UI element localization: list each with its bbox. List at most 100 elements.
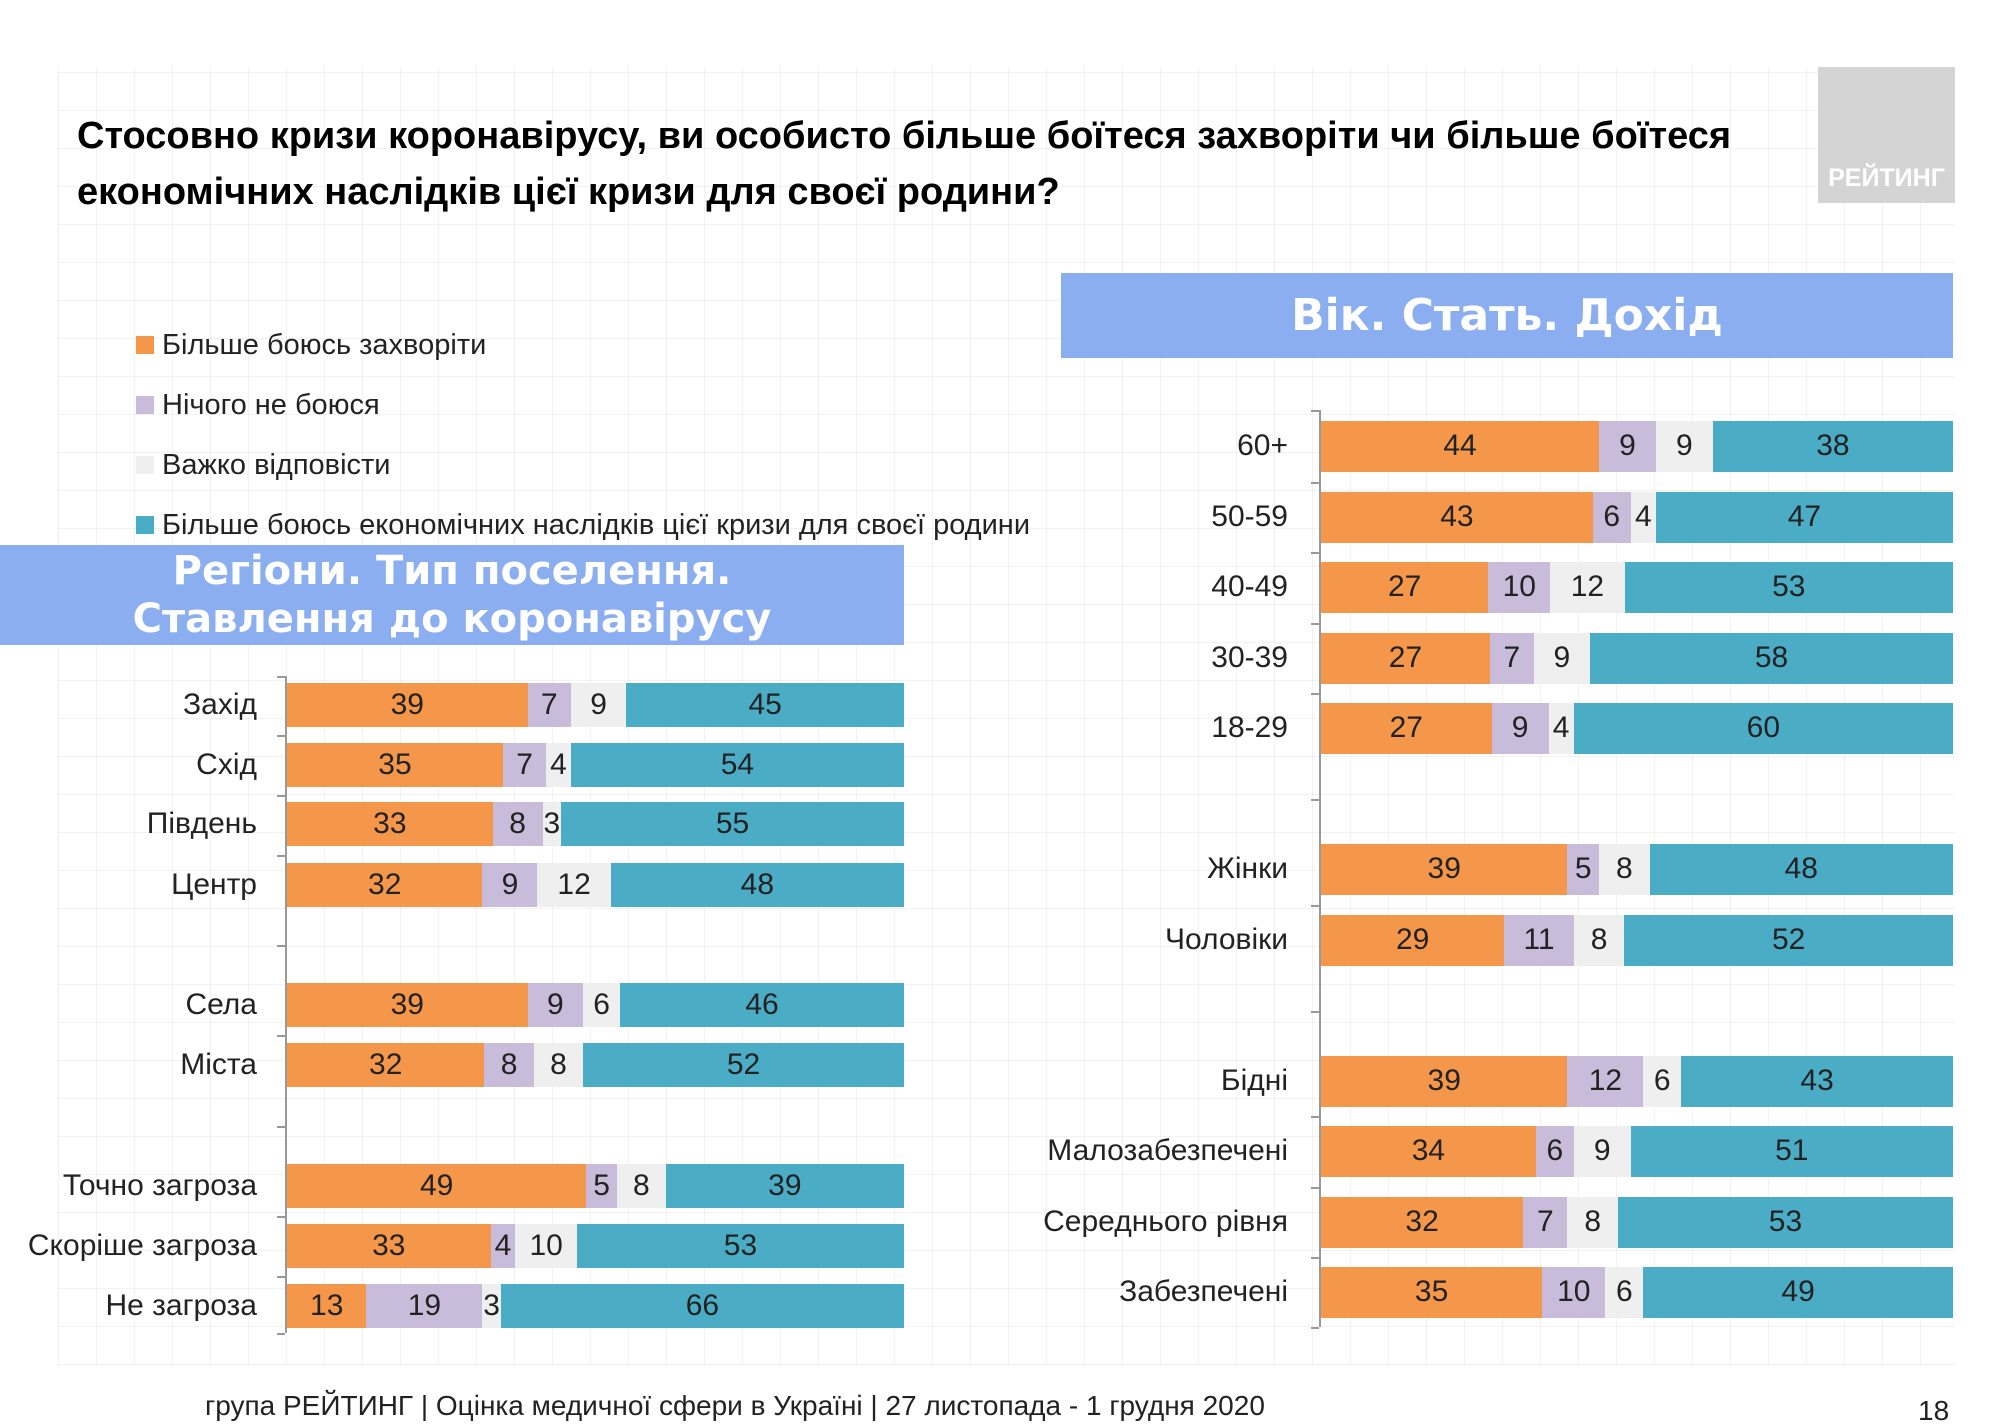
page-title: Стосовно кризи коронавірусу, ви особисто… — [77, 115, 1732, 213]
axis-tick — [1311, 1186, 1319, 1189]
axis-tick — [1311, 622, 1319, 625]
legend-swatch — [136, 516, 154, 534]
bar-segment: 32 — [1321, 1196, 1524, 1248]
bar-segment: 8 — [1567, 1196, 1619, 1248]
data-label: 3 — [543, 807, 561, 840]
stacked-bar: 34 6 9 51 — [1321, 1125, 1953, 1177]
bar-segment: 3 — [542, 802, 562, 846]
data-label: 6 — [593, 988, 610, 1021]
data-label: 8 — [1615, 852, 1633, 885]
bar-segment: 39 — [287, 683, 528, 727]
bar-segment: 9 — [482, 863, 538, 907]
bar-segment: 6 — [1592, 491, 1631, 543]
bar-segment: 38 — [1712, 420, 1953, 472]
category-label: Міста — [180, 1048, 257, 1081]
axis-tick — [1311, 693, 1319, 695]
data-label: 34 — [1411, 1134, 1446, 1167]
category-label: Скоріше загроза — [27, 1229, 257, 1262]
legend-swatch — [136, 456, 154, 474]
bar-segment: 32 — [287, 1043, 485, 1087]
stacked-bar: 13 19 3 66 — [287, 1284, 904, 1328]
data-label: 53 — [1772, 570, 1806, 603]
stacked-bar: 27 7 9 58 — [1321, 632, 1953, 684]
data-label: 52 — [726, 1048, 761, 1081]
data-label: 12 — [1570, 570, 1605, 603]
bar-segment: 52 — [1624, 914, 1953, 966]
bar-segment: 44 — [1321, 420, 1600, 472]
axis-tick — [1311, 1257, 1319, 1259]
axis-tick — [1311, 481, 1319, 484]
axis-tick — [277, 1216, 285, 1218]
bar-segment: 9 — [570, 683, 627, 727]
bar-segment: 54 — [570, 743, 904, 787]
data-label: 9 — [590, 688, 607, 721]
data-label: 39 — [768, 1169, 802, 1202]
bar-segment: 8 — [616, 1164, 666, 1208]
data-label: 7 — [1503, 641, 1521, 674]
category-label: Точно загроза — [62, 1169, 257, 1202]
bar-segment: 7 — [502, 743, 547, 787]
bar-segment: 12 — [1550, 561, 1625, 613]
bar-segment: 9 — [1573, 1125, 1631, 1177]
bar-segment: 6 — [583, 983, 621, 1027]
legend-label: Нічого не боюся — [162, 388, 380, 421]
data-label: 49 — [419, 1169, 454, 1202]
data-label: 6 — [1603, 500, 1621, 533]
stacked-bar: 27 9 4 60 — [1321, 702, 1953, 754]
data-label: 7 — [516, 748, 533, 781]
bar-segment: 27 — [1321, 702, 1492, 754]
data-label: 19 — [407, 1289, 442, 1322]
bar-segment: 12 — [537, 863, 611, 907]
data-label: 5 — [1574, 852, 1592, 885]
legend-swatch — [136, 396, 154, 414]
data-label: 53 — [1768, 1205, 1803, 1238]
bar-segment: 7 — [527, 683, 571, 727]
rating-logo: РЕЙТИНГ — [1818, 67, 1955, 203]
data-label: 60 — [1746, 711, 1781, 744]
data-label: 43 — [1800, 1064, 1834, 1097]
bar-segment: 8 — [484, 1043, 534, 1087]
category-label: 50-59 — [1211, 500, 1288, 533]
bar-segment: 48 — [1649, 843, 1953, 895]
legend: Більше боюсь захворіти Нічого не боюся В… — [136, 315, 1030, 555]
logo-text: РЕЙТИНГ — [1828, 164, 1945, 192]
data-label: 53 — [723, 1229, 758, 1262]
bar-segment: 11 — [1504, 914, 1574, 966]
category-label: Захід — [183, 688, 257, 721]
bar-segment: 47 — [1655, 491, 1953, 543]
stacked-bar: 39 7 9 45 — [287, 683, 904, 727]
data-label: 35 — [1414, 1275, 1449, 1308]
bar-segment: 4 — [546, 743, 571, 787]
bar-segment: 10 — [515, 1224, 577, 1268]
legend-label: Важко відповісти — [162, 448, 391, 481]
bar-segment: 5 — [586, 1164, 617, 1208]
data-label: 66 — [685, 1289, 720, 1322]
bar-segment: 8 — [1599, 843, 1650, 895]
stacked-bar: 43 6 4 47 — [1321, 491, 1953, 543]
data-label: 39 — [1427, 852, 1461, 885]
right-chart-header: Вік. Стать. Дохід — [1061, 273, 1953, 358]
data-label: 48 — [1784, 852, 1818, 885]
data-label: 8 — [509, 807, 526, 840]
category-label: Села — [185, 988, 257, 1021]
bar-segment: 39 — [287, 983, 528, 1027]
bar-segment: 53 — [1618, 1196, 1953, 1248]
bar-segment: 39 — [665, 1164, 904, 1208]
bar-segment: 35 — [287, 743, 503, 787]
bar-segment: 4 — [1548, 702, 1574, 754]
data-label: 54 — [720, 748, 755, 781]
data-label: 55 — [715, 807, 750, 840]
bar-segment: 53 — [576, 1224, 904, 1268]
bar-segment: 10 — [1488, 561, 1551, 613]
data-label: 32 — [368, 868, 402, 901]
data-label: 9 — [1619, 429, 1636, 462]
data-label: 10 — [1502, 570, 1536, 603]
axis-tick — [1311, 1327, 1319, 1329]
data-label: 58 — [1754, 641, 1789, 674]
footer: група РЕЙТИНГ | Оцінка медичної сфери в … — [205, 1390, 1265, 1421]
page-number: 18 — [1918, 1395, 1950, 1426]
stacked-bar: 32 9 12 48 — [287, 863, 904, 907]
bar-segment: 27 — [1321, 561, 1489, 613]
axis-tick — [1311, 410, 1319, 412]
bar-segment: 55 — [561, 802, 904, 846]
